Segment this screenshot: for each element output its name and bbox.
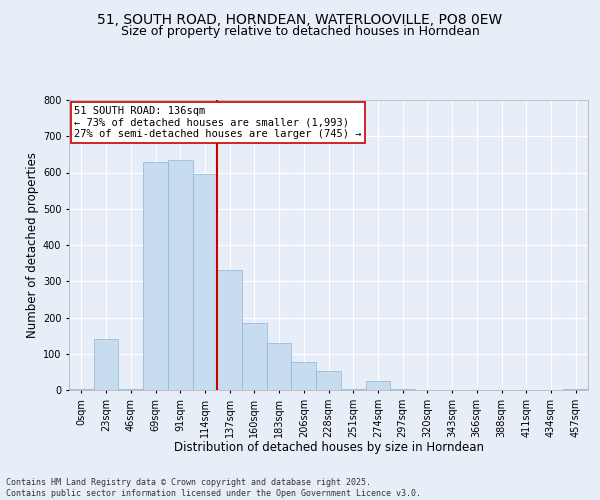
Bar [242, 323, 267, 390]
X-axis label: Distribution of detached houses by size in Horndean: Distribution of detached houses by size … [173, 441, 484, 454]
Bar [292, 362, 316, 390]
Bar [217, 270, 242, 390]
Bar [168, 160, 193, 390]
Text: Contains HM Land Registry data © Crown copyright and database right 2025.
Contai: Contains HM Land Registry data © Crown c… [6, 478, 421, 498]
Text: 51, SOUTH ROAD, HORNDEAN, WATERLOOVILLE, PO8 0EW: 51, SOUTH ROAD, HORNDEAN, WATERLOOVILLE,… [97, 12, 503, 26]
Text: 51 SOUTH ROAD: 136sqm
← 73% of detached houses are smaller (1,993)
27% of semi-d: 51 SOUTH ROAD: 136sqm ← 73% of detached … [74, 106, 362, 139]
Text: Size of property relative to detached houses in Horndean: Size of property relative to detached ho… [121, 25, 479, 38]
Bar [94, 339, 118, 390]
Bar [365, 381, 390, 390]
Bar [143, 162, 168, 390]
Bar [267, 343, 292, 390]
Y-axis label: Number of detached properties: Number of detached properties [26, 152, 38, 338]
Bar [193, 174, 217, 390]
Bar [316, 371, 341, 390]
